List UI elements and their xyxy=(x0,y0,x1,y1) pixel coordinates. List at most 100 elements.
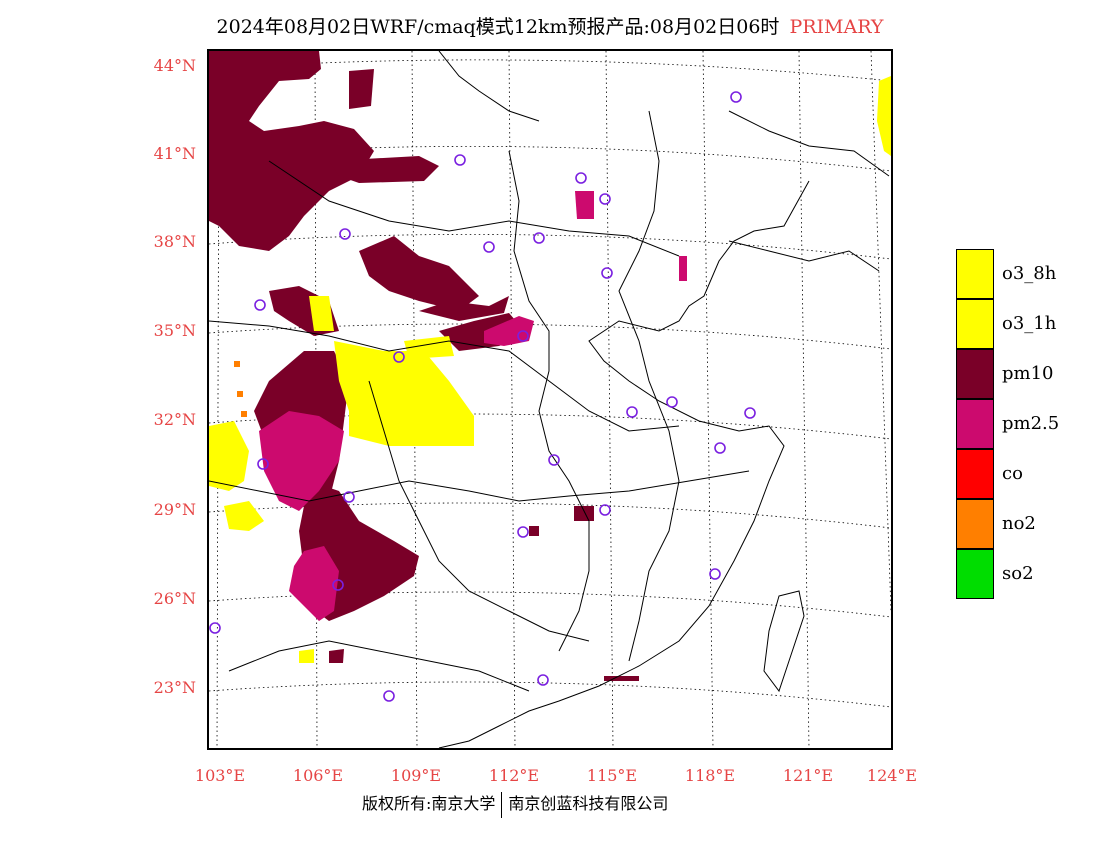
footer-left: 版权所有:南京大学 xyxy=(362,794,496,813)
meridian-109 xyxy=(411,51,418,748)
legend-label: co xyxy=(1002,463,1023,484)
pm10-jiangxi-dots xyxy=(574,506,594,521)
lon-label-109: 109°E xyxy=(390,766,442,785)
map-canvas xyxy=(209,51,891,748)
lat-label-35: 35°N xyxy=(153,321,196,340)
station-marker xyxy=(601,267,613,279)
title-main: 2024年08月02日WRF/cmaq模式12km预报产品:08月02日06时 xyxy=(216,16,780,38)
station-marker xyxy=(343,491,355,503)
no2-dot xyxy=(237,391,243,397)
station-marker xyxy=(599,504,611,516)
legend-label: o3_1h xyxy=(1002,313,1057,334)
lon-label-112: 112°E xyxy=(488,766,540,785)
legend-swatch xyxy=(956,299,994,349)
province-line-6 xyxy=(268,160,680,257)
o3-west-patch2 xyxy=(224,501,264,531)
station-marker xyxy=(454,154,466,166)
copyright-footer: 版权所有:南京大学 南京创蓝科技有限公司 xyxy=(362,790,668,818)
no2-dot xyxy=(234,361,240,367)
lat-label-32: 32°N xyxy=(153,410,196,429)
pm25-bohai xyxy=(679,256,687,281)
legend-swatch xyxy=(956,399,994,449)
station-marker xyxy=(666,396,678,408)
o3-west-patch xyxy=(209,421,249,491)
lat-label-26: 26°N xyxy=(153,589,196,608)
legend-label: so2 xyxy=(1002,563,1034,584)
station-marker xyxy=(744,407,756,419)
lat-label-44: 44°N xyxy=(153,56,196,75)
station-marker xyxy=(393,351,405,363)
parallel-44 xyxy=(209,59,891,82)
station-marker xyxy=(730,91,742,103)
pm10-hunan-dots xyxy=(529,526,539,536)
o3-regions xyxy=(209,76,891,663)
parallel-23 xyxy=(209,681,891,708)
province-line-1 xyxy=(209,320,680,432)
o3-central-band xyxy=(334,341,474,446)
station-marker xyxy=(714,442,726,454)
station-marker xyxy=(483,241,495,253)
lat-label-29: 29°N xyxy=(153,500,196,519)
lat-label-41: 41°N xyxy=(153,144,196,163)
monitoring-stations xyxy=(209,91,756,702)
station-marker xyxy=(626,406,638,418)
lon-label-124: 124°E xyxy=(866,766,918,785)
o3-sw-blob xyxy=(299,649,314,663)
station-marker xyxy=(332,579,344,591)
parallel-35 xyxy=(209,323,891,350)
lon-label-118: 118°E xyxy=(684,766,736,785)
taiwan xyxy=(763,590,805,693)
meridian-118 xyxy=(702,51,714,748)
lon-label-121: 121°E xyxy=(782,766,834,785)
station-marker xyxy=(537,674,549,686)
station-marker xyxy=(548,454,560,466)
legend-swatch xyxy=(956,449,994,499)
station-marker xyxy=(517,330,529,342)
legend-label: pm2.5 xyxy=(1002,413,1060,434)
footer-right: 南京创蓝科技有限公司 xyxy=(508,794,669,813)
parallel-32 xyxy=(209,413,891,440)
station-marker xyxy=(709,568,721,580)
lat-label-23: 23°N xyxy=(153,678,196,697)
pm25-shandong xyxy=(484,316,534,346)
meridian-106 xyxy=(314,51,318,748)
parallel-38 xyxy=(209,233,891,260)
pm25-regions xyxy=(259,191,687,621)
parallel-41 xyxy=(209,145,891,172)
lon-label-115: 115°E xyxy=(586,766,638,785)
forecast-map xyxy=(207,49,893,750)
legend-label: no2 xyxy=(1002,513,1036,534)
station-marker xyxy=(339,228,351,240)
pm10-henan-streak xyxy=(419,296,509,321)
meridian-121 xyxy=(798,51,810,748)
meridian-112 xyxy=(508,51,516,748)
province-line-9 xyxy=(438,51,540,122)
parallel-29 xyxy=(209,502,891,529)
o3-shaanxi-strip xyxy=(309,296,334,331)
pm10-north-patch xyxy=(349,69,374,109)
pm10-north-strip xyxy=(329,156,439,183)
station-marker xyxy=(533,232,545,244)
station-marker xyxy=(254,299,266,311)
legend-swatch xyxy=(956,349,994,399)
parallel-26 xyxy=(209,591,891,618)
pm10-north-block xyxy=(209,51,374,251)
legend-swatch xyxy=(956,249,994,299)
graticule xyxy=(209,51,891,748)
map-title: 2024年08月02日WRF/cmaq模式12km预报产品:08月02日06时 P… xyxy=(0,12,1100,39)
title-tag: PRIMARY xyxy=(789,16,884,38)
pm25-beijing xyxy=(575,191,594,219)
coastline xyxy=(438,110,890,748)
province-line-4 xyxy=(508,150,590,652)
pm25-guizhou xyxy=(289,546,339,621)
lat-label-38: 38°N xyxy=(153,232,196,251)
station-marker xyxy=(383,690,395,702)
lon-label-106: 106°E xyxy=(292,766,344,785)
meridian-124 xyxy=(870,51,891,612)
station-marker xyxy=(209,622,221,634)
pm10-south-line xyxy=(604,676,639,681)
province-line-2 xyxy=(209,470,750,502)
no2-regions xyxy=(234,361,247,417)
lon-label-103: 103°E xyxy=(194,766,246,785)
station-marker xyxy=(575,172,587,184)
